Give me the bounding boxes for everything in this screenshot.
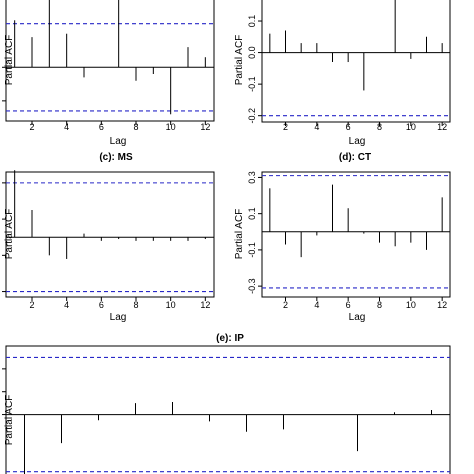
x-axis-label: Lag	[349, 136, 366, 147]
panel-title: (e): IP	[216, 333, 244, 344]
x-tick-label: 10	[166, 122, 176, 132]
x-tick-label: 10	[406, 300, 416, 310]
x-tick-label: 2	[283, 122, 288, 132]
plot-frame	[5, 345, 451, 474]
y-tick-label: -0.1	[0, 93, 1, 109]
x-tick-label: 4	[64, 300, 69, 310]
x-tick-label: 6	[346, 122, 351, 132]
x-tick-label: 12	[437, 300, 447, 310]
y-tick-label: -0.3	[0, 284, 1, 300]
y-tick-label: 0.3	[247, 171, 257, 184]
x-tick-label: 4	[314, 300, 319, 310]
y-tick-label: -0.3	[247, 278, 257, 294]
x-tick-label: 8	[133, 122, 138, 132]
x-axis-label: Lag	[110, 136, 127, 147]
y-tick-label: -0.1	[247, 76, 257, 92]
y-axis-label: Partial ACF	[234, 209, 245, 260]
x-tick-label: 12	[200, 122, 210, 132]
y-tick-label: 0.0	[0, 61, 1, 74]
panel-5: 0.0 0.2 0.4 Partial ACF (e): IP	[0, 333, 451, 474]
y-axis-label: Partial ACF	[4, 35, 15, 86]
y-tick-label: 0.1	[247, 207, 257, 220]
y-tick-label: 0.1	[0, 213, 1, 226]
x-tick-label: 10	[406, 122, 416, 132]
plot-frame	[5, 0, 215, 122]
x-tick-label: 6	[99, 300, 104, 310]
x-tick-label: 6	[99, 122, 104, 132]
y-tick-label: 0.2	[0, 385, 1, 398]
x-tick-label: 8	[377, 122, 382, 132]
y-tick-label: -0.2	[247, 108, 257, 124]
x-axis-label: Lag	[349, 312, 366, 323]
y-tick-label: 0.4	[0, 363, 1, 376]
x-tick-label: 6	[346, 300, 351, 310]
panel-4: 2 4 6 8 10 12 -0.3 -0.1 0.1 0.3 Partial ACF Lag (d):…	[234, 152, 451, 323]
y-axis-label: Partial ACF	[4, 395, 15, 446]
y-tick-label: 0.3	[0, 177, 1, 190]
plot-frame	[261, 0, 451, 123]
x-tick-label: 10	[166, 300, 176, 310]
x-tick-label: 4	[314, 122, 319, 132]
y-tick-label: 0.0	[0, 408, 1, 421]
y-tick-label: -0.1	[247, 242, 257, 258]
panel-3: 2 4 6 8 10 12 -0.3 -0.1 0.1 0.3 Partial ACF Lag (c):…	[0, 152, 215, 323]
x-tick-label: 2	[283, 300, 288, 310]
x-tick-label: 2	[29, 122, 34, 132]
x-tick-label: 4	[64, 122, 69, 132]
plot-frame	[5, 171, 215, 298]
plot-frame	[261, 171, 451, 298]
panel-1: 2 4 6 8 10 12 -0.1 0.0Partial ACF Lag	[0, 0, 215, 147]
panel-title: (d): CT	[339, 152, 371, 163]
y-axis-label: Partial ACF	[234, 35, 245, 86]
panel-title: (c): MS	[99, 152, 133, 163]
x-axis-label: Lag	[110, 312, 127, 323]
y-tick-label: -0.1	[0, 248, 1, 264]
x-tick-label: 8	[377, 300, 382, 310]
x-tick-label: 8	[133, 300, 138, 310]
y-tick-label: 0.0	[247, 46, 257, 59]
x-tick-label: 12	[200, 300, 210, 310]
x-tick-label: 12	[437, 122, 447, 132]
y-axis-label: Partial ACF	[4, 209, 15, 260]
y-tick-label: 0.1	[247, 15, 257, 28]
x-tick-label: 2	[29, 300, 34, 310]
